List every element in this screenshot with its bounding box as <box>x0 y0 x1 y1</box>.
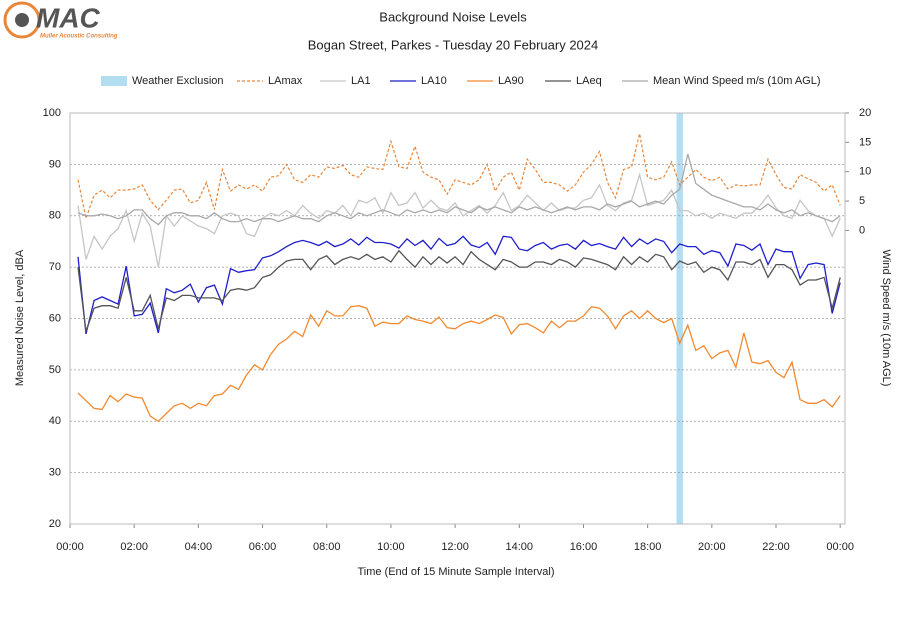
y-tick-label: 70 <box>49 261 61 273</box>
series-line <box>77 133 841 221</box>
y-tick-label: 100 <box>43 107 61 119</box>
x-tick-label: 00:00 <box>56 541 84 553</box>
legend-swatch <box>101 76 127 86</box>
logo-ring <box>3 1 41 39</box>
x-tick-label: 04:00 <box>185 541 213 553</box>
legend-label: LA10 <box>421 75 447 87</box>
x-tick-label: 22:00 <box>762 541 790 553</box>
chart-subtitle: Bogan Street, Parkes - Tuesday 20 Februa… <box>308 37 599 52</box>
series-line <box>77 235 841 335</box>
legend-label: Mean Wind Speed m/s (10m AGL) <box>653 75 821 87</box>
y-tick-label: 20 <box>49 518 61 530</box>
y-tick-label: 80 <box>49 210 61 222</box>
y-tick-label: 30 <box>49 467 61 479</box>
x-tick-label: 00:00 <box>826 541 854 553</box>
series-line <box>77 172 841 268</box>
x-tick-label: 18:00 <box>634 541 662 553</box>
y-tick-label: 90 <box>49 158 61 170</box>
x-tick-label: 06:00 <box>249 541 277 553</box>
logo: MAC Muller Acoustic Consulting <box>3 1 118 40</box>
series-line <box>77 305 841 423</box>
legend-label: LA90 <box>498 75 524 87</box>
chart-title: Background Noise Levels <box>379 9 527 24</box>
logo-name: MAC <box>36 2 101 33</box>
x-tick-label: 12:00 <box>441 541 469 553</box>
x-axis-label: Time (End of 15 Minute Sample Interval) <box>357 566 554 578</box>
y-tick-label: 50 <box>49 364 61 376</box>
y-tick-label: 40 <box>49 415 61 427</box>
x-tick-label: 14:00 <box>506 541 534 553</box>
legend-label: Weather Exclusion <box>132 75 224 87</box>
logo-tagline: Muller Acoustic Consulting <box>40 34 118 40</box>
y-axis-label: Measured Noise Level, dBA <box>14 249 26 386</box>
x-tick-label: 08:00 <box>313 541 341 553</box>
series-line <box>77 249 841 332</box>
legend-label: LA1 <box>351 75 371 87</box>
legend-label: LAeq <box>576 75 602 87</box>
x-tick-label: 10:00 <box>377 541 405 553</box>
y2-tick-label: 0 <box>859 224 865 236</box>
x-tick-label: 02:00 <box>120 541 148 553</box>
y-tick-label: 60 <box>49 312 61 324</box>
y2-tick-label: 5 <box>859 195 865 207</box>
y2-tick-label: 10 <box>859 166 871 178</box>
plot-border <box>69 112 846 525</box>
x-tick-label: 16:00 <box>570 541 598 553</box>
legend-label: LAmax <box>268 75 303 87</box>
y2-axis-label: Wind Speed m/s (10m AGL) <box>880 250 892 387</box>
y2-tick-label: 15 <box>859 136 871 148</box>
logo-dot <box>15 13 29 27</box>
y2-tick-label: 20 <box>859 107 871 119</box>
series-line <box>77 153 841 226</box>
x-tick-label: 20:00 <box>698 541 726 553</box>
